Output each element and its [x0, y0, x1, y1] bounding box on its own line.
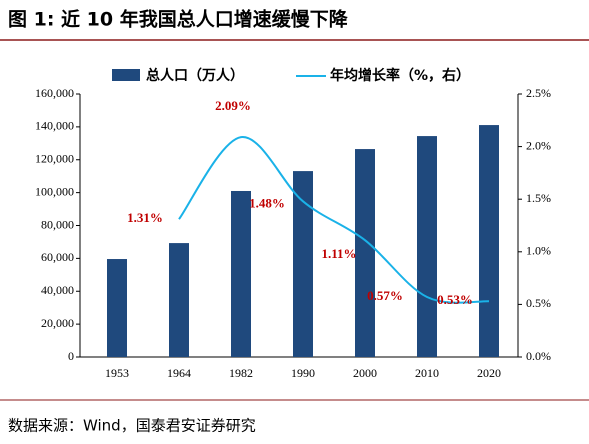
- y-tick-label: 140,000: [35, 119, 74, 133]
- x-tick-label: 2000: [353, 366, 377, 380]
- x-tick-label: 2010: [415, 366, 439, 380]
- y-tick-label: 160,000: [35, 86, 74, 100]
- chart-title: 图 1: 近 10 年我国总人口增速缓慢下降: [8, 8, 349, 31]
- x-tick-label: 1953: [105, 366, 129, 380]
- y-tick-label: 0: [68, 349, 74, 363]
- y-tick-label: 120,000: [35, 152, 74, 166]
- y2-tick-label: 0.5%: [526, 296, 551, 310]
- x-tick-label: 1982: [229, 366, 253, 380]
- legend-label: 年均增长率（%，右）: [330, 67, 470, 84]
- value-label: 2.09%: [215, 98, 251, 113]
- bar: [293, 171, 313, 357]
- line: [178, 136, 490, 304]
- value-label: 1.11%: [321, 246, 356, 261]
- y2-tick-label: 2.0%: [526, 138, 551, 152]
- value-label: 1.31%: [127, 210, 163, 225]
- y2-tick-label: 0.0%: [526, 349, 551, 363]
- x-tick-label: 1990: [291, 366, 315, 380]
- legend-label: 总人口（万人）: [146, 67, 244, 84]
- y2-tick-label: 1.0%: [526, 244, 551, 258]
- y2-tick-label: 2.5%: [526, 86, 551, 100]
- bar: [479, 125, 499, 358]
- x-tick-label: 1964: [167, 366, 191, 380]
- source: 数据来源：Wind，国泰君安证券研究: [8, 417, 256, 435]
- y-tick-label: 100,000: [35, 184, 74, 198]
- y2-tick-label: 1.5%: [526, 191, 551, 205]
- x-tick-label: 2020: [477, 366, 501, 380]
- bar: [231, 190, 251, 357]
- y-tick-label: 60,000: [41, 250, 74, 264]
- bar: [355, 149, 375, 357]
- value-label: 0.57%: [367, 288, 403, 303]
- value-label: 0.53%: [437, 292, 473, 307]
- bar: [107, 259, 127, 357]
- value-label: 1.48%: [249, 195, 285, 210]
- y-tick-label: 40,000: [41, 283, 74, 297]
- y-tick-label: 20,000: [41, 316, 74, 330]
- legend-swatch: [112, 69, 140, 81]
- y-tick-label: 80,000: [41, 217, 74, 231]
- bar: [417, 136, 437, 357]
- bar: [169, 243, 189, 357]
